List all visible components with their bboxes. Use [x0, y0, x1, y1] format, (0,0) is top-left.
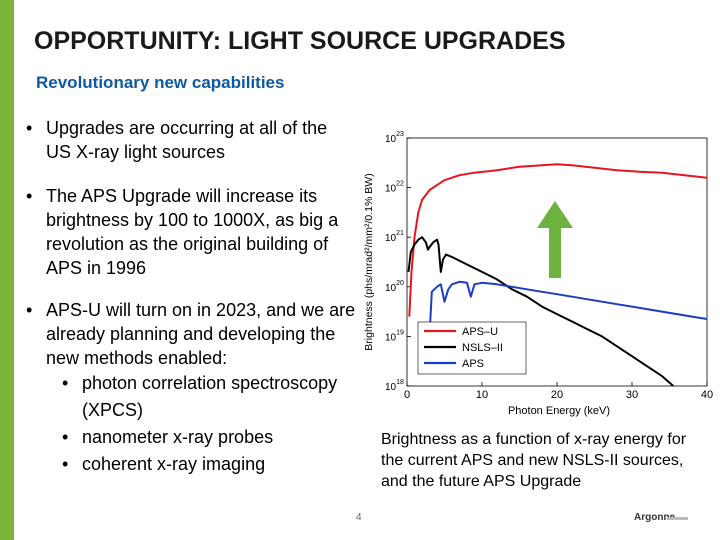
- series-line-nsls-ii: [407, 236, 674, 386]
- y-tick-label: 1018: [385, 379, 404, 393]
- y-tick-label: 1020: [385, 280, 404, 294]
- x-tick-label: 0: [404, 389, 410, 401]
- legend-label: APS: [462, 358, 484, 370]
- sub-bullet-coherent-imaging: coherent x-ray imaging: [26, 451, 356, 478]
- legend-label: APS–U: [462, 326, 498, 338]
- y-tick-label: 1021: [385, 230, 404, 244]
- y-tick-label: 1022: [385, 181, 404, 195]
- slide-subtitle: Revolutionary new capabilities: [36, 73, 285, 92]
- x-axis-label: Photon Energy (keV): [508, 405, 610, 417]
- sub-bullet-xpcs: photon correlation spectroscopy (XPCS): [26, 370, 356, 424]
- y-tick-label: 1023: [385, 131, 404, 145]
- x-tick-label: 30: [626, 389, 638, 401]
- y-tick-base: 10: [385, 382, 397, 393]
- argonne-logo: Argonne: [634, 512, 676, 523]
- y-tick-base: 10: [385, 332, 397, 343]
- y-tick-exponent: 20: [396, 280, 404, 287]
- y-tick-exponent: 23: [396, 131, 404, 138]
- y-axis-label: Brightness (phs/mrad²/mm²/0.1% BW): [363, 173, 375, 350]
- y-tick-exponent: 21: [396, 230, 404, 237]
- bullet-upgrades: Upgrades are occurring at all of the US …: [26, 116, 356, 164]
- x-tick-label: 20: [551, 389, 563, 401]
- x-tick-label: 10: [476, 389, 488, 401]
- chart-caption: Brightness as a function of x-ray energy…: [381, 431, 687, 490]
- y-tick-base: 10: [385, 233, 397, 244]
- page-number: 4: [356, 512, 362, 523]
- y-tick-exponent: 18: [396, 379, 404, 386]
- y-tick-exponent: 19: [396, 329, 404, 336]
- y-tick-base: 10: [385, 283, 397, 294]
- slide-title: OPPORTUNITY: LIGHT SOURCE UPGRADES: [34, 27, 566, 55]
- series-line-aps: [428, 280, 707, 337]
- argonne-logo-mark: [668, 517, 688, 520]
- bullet-aps-u-turn-on: APS-U will turn on in 2023, and we are a…: [26, 298, 356, 370]
- bullet-aps-upgrade: The APS Upgrade will increase its bright…: [26, 184, 356, 280]
- bullet-list: Upgrades are occurring at all of the US …: [26, 116, 356, 478]
- accent-bar: [0, 0, 14, 540]
- y-tick-label: 1019: [385, 329, 404, 343]
- y-tick-base: 10: [385, 134, 397, 145]
- series-line-aps-u: [408, 163, 707, 317]
- sub-bullet-nanometer-probes: nanometer x-ray probes: [26, 424, 356, 451]
- y-tick-base: 10: [385, 184, 397, 195]
- legend-label: NSLS–II: [462, 342, 503, 354]
- x-tick-label: 40: [701, 389, 713, 401]
- upgrade-arrow-shape: [537, 201, 573, 278]
- y-tick-exponent: 22: [396, 181, 404, 188]
- upgrade-arrow-icon: [537, 201, 573, 278]
